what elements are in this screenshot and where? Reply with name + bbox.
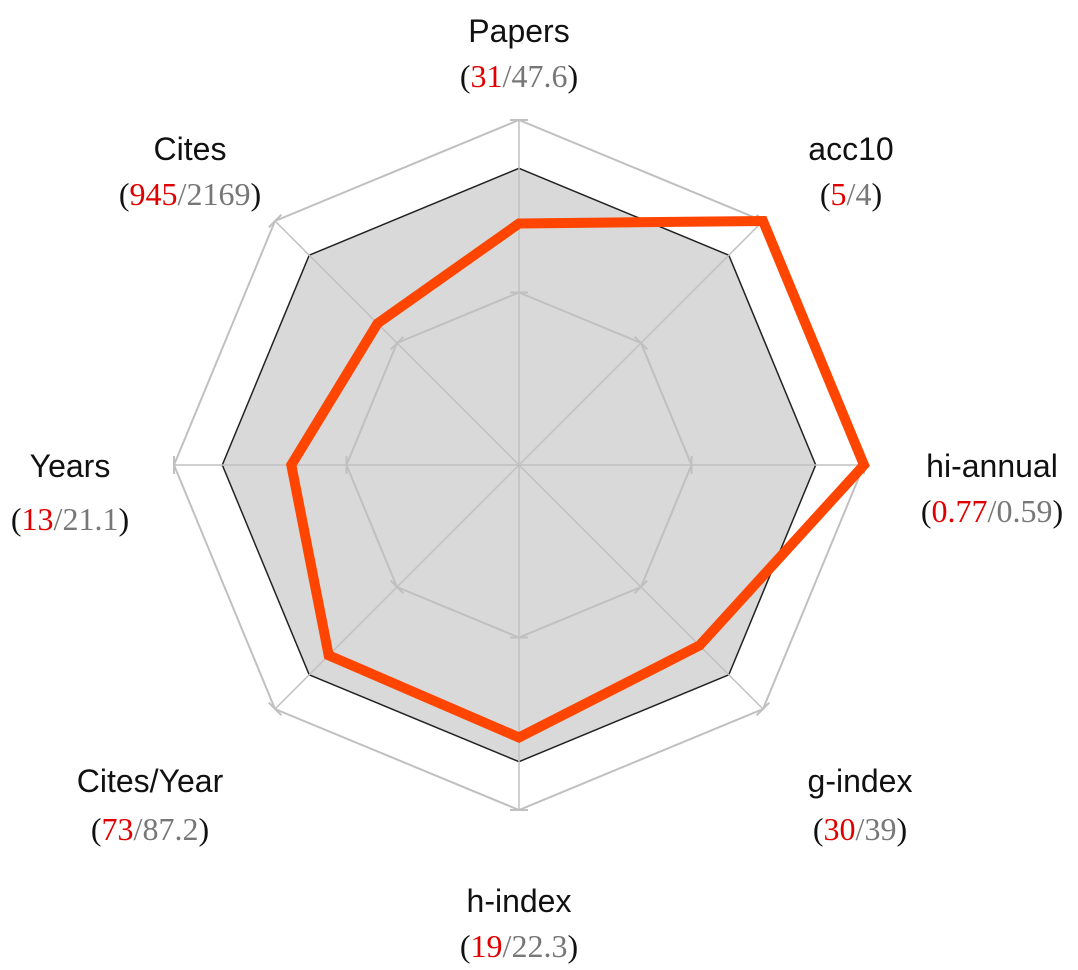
- axis-value: 31: [471, 58, 503, 94]
- paren-open: (: [460, 928, 471, 964]
- paren-close: ): [1052, 493, 1063, 529]
- paren-open: (: [119, 176, 130, 212]
- separator: /: [54, 501, 63, 537]
- paren-open: (: [820, 176, 831, 212]
- axis-values: (31/47.6): [460, 58, 578, 94]
- spoke-layer: [173, 119, 865, 811]
- separator: /: [134, 811, 143, 847]
- axis-tick: [389, 579, 405, 595]
- axis-reference: 2169: [186, 176, 250, 212]
- axis-reference: 4: [855, 176, 871, 212]
- axis-label-papers: Papers (31/47.6): [460, 13, 578, 94]
- axis-reference: 21.1: [62, 501, 118, 537]
- separator: /: [503, 928, 512, 964]
- paren-open: (: [91, 811, 102, 847]
- axis-name: g-index: [808, 763, 913, 799]
- axis-value: 5: [831, 176, 847, 212]
- axis-name: acc10: [808, 131, 893, 167]
- axis-label-hi-annual: hi-annual (0.77/0.59): [921, 448, 1063, 529]
- axis-tick: [267, 701, 283, 717]
- axis-value: 73: [102, 811, 134, 847]
- paren-close: ): [871, 176, 882, 212]
- value-polygon: [286, 215, 870, 744]
- series-layer: [286, 215, 870, 744]
- paren-close: ): [567, 928, 578, 964]
- paren-open: (: [921, 493, 932, 529]
- paren-close: ): [896, 811, 907, 847]
- paren-close: ): [118, 501, 129, 537]
- axis-value: 0.77: [932, 493, 988, 529]
- axis-labels: Papers(31/47.6)acc10(5/4)hi-annual(0.77/…: [11, 13, 1063, 964]
- axis-label-cites-year: Cites/Year (73/87.2): [77, 763, 224, 847]
- axis-name: h-index: [467, 883, 572, 919]
- paren-close: ): [198, 811, 209, 847]
- axis-label-cites: Cites (945/2169): [119, 131, 261, 212]
- axis-name: Cites/Year: [77, 763, 224, 799]
- axis-values: (945/2169): [119, 176, 261, 212]
- axis-value: 19: [471, 928, 503, 964]
- axis-values: (30/39): [813, 811, 907, 847]
- axis-tick: [267, 213, 283, 229]
- separator: /: [503, 58, 512, 94]
- axis-name: Years: [30, 448, 111, 484]
- separator: /: [847, 176, 856, 212]
- axis-value: 945: [130, 176, 178, 212]
- axis-reference: 0.59: [996, 493, 1052, 529]
- axis-values: (19/22.3): [460, 928, 578, 964]
- paren-open: (: [11, 501, 22, 537]
- axis-tick: [389, 335, 405, 351]
- axis-name: Cites: [154, 131, 227, 167]
- axis-reference: 22.3: [511, 928, 567, 964]
- axis-values: (5/4): [820, 176, 882, 212]
- paren-close: ): [250, 176, 261, 212]
- paren-open: (: [460, 58, 471, 94]
- axis-label-acc10: acc10 (5/4): [808, 131, 893, 212]
- axis-reference: 87.2: [142, 811, 198, 847]
- axis-label-years: Years(13/21.1): [11, 448, 129, 537]
- paren-open: (: [813, 811, 824, 847]
- separator: /: [856, 811, 865, 847]
- axis-values: (0.77/0.59): [921, 493, 1063, 529]
- paren-close: ): [567, 58, 578, 94]
- axis-values: (13/21.1): [11, 501, 129, 537]
- axis-label-h-index: h-index (19/22.3): [460, 883, 578, 964]
- axis-tick: [755, 701, 771, 717]
- axis-value: 30: [824, 811, 856, 847]
- separator: /: [988, 493, 997, 529]
- separator: /: [178, 176, 187, 212]
- axis-reference: 39: [864, 811, 896, 847]
- axis-values: (73/87.2): [91, 811, 209, 847]
- axis-tick: [633, 579, 649, 595]
- axis-name: Papers: [468, 13, 569, 49]
- axis-reference: 47.6: [511, 58, 567, 94]
- axis-value: 13: [22, 501, 54, 537]
- axis-name: hi-annual: [926, 448, 1058, 484]
- axis-label-g-index: g-index (30/39): [808, 763, 913, 847]
- axis-tick: [633, 335, 649, 351]
